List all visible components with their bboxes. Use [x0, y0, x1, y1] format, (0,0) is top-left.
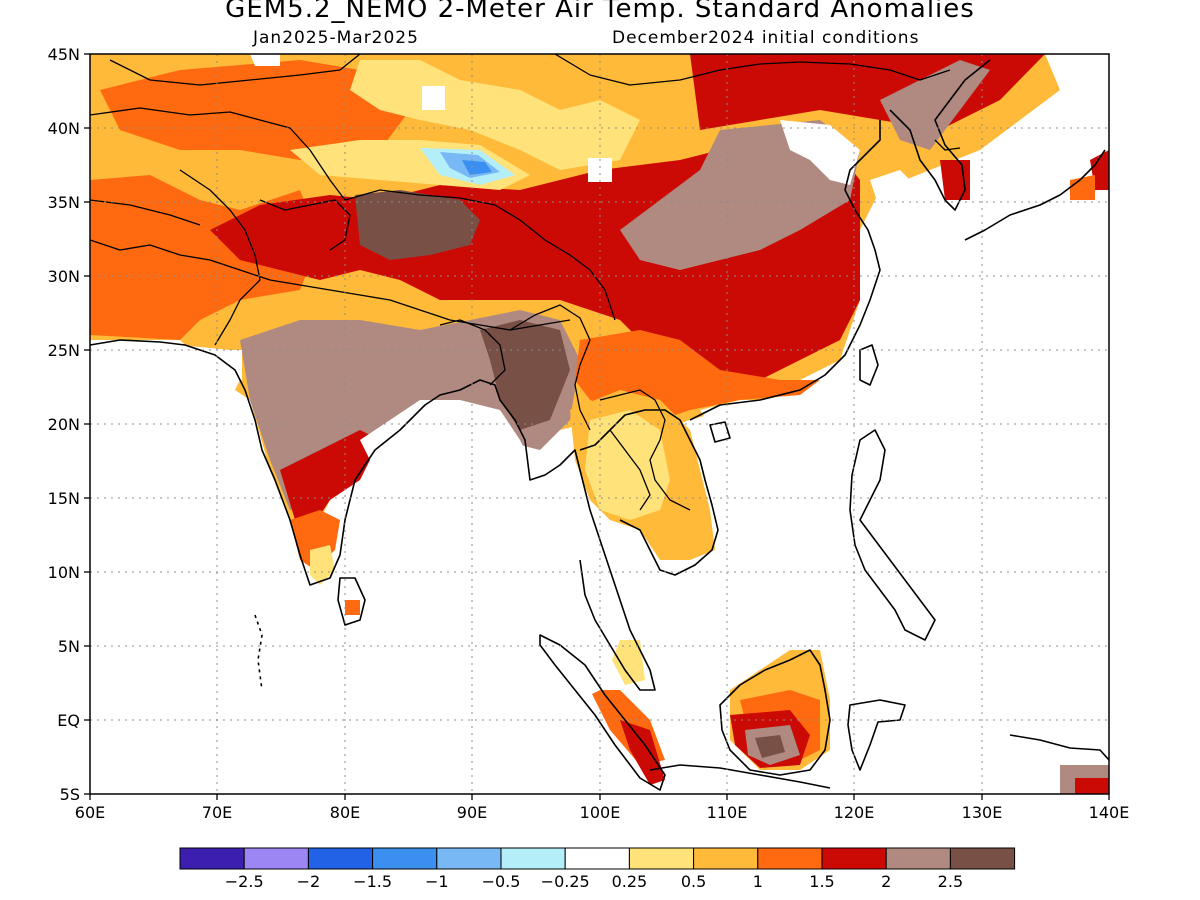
legend-label: −2	[297, 872, 321, 891]
lon-label: 140E	[1089, 803, 1130, 822]
coastline-china	[689, 120, 881, 421]
graticule	[90, 54, 1109, 794]
lat-label: 30N	[48, 267, 80, 286]
lon-label: 90E	[457, 803, 487, 822]
anomaly-region-mid-blue-tarim	[462, 160, 492, 175]
legend-label: 2.5	[938, 872, 963, 891]
lat-label: 5S	[60, 785, 80, 804]
lat-label: 15N	[48, 489, 80, 508]
legend-label: −0.5	[482, 872, 521, 891]
coastline-korea	[889, 59, 991, 211]
coastline-hainan	[709, 421, 731, 443]
legend-swatch	[372, 847, 438, 870]
legend-swatches	[179, 847, 1016, 870]
legend-swatch	[885, 847, 951, 870]
anomaly-region-red-india	[280, 430, 380, 530]
lat-label: 5N	[58, 637, 80, 656]
map-plot-area	[90, 54, 1109, 794]
anomaly-region-red-srilanka	[345, 600, 360, 615]
coastline-taiwan	[859, 344, 879, 386]
coastline-layer	[90, 59, 1109, 791]
legend-swatch	[436, 847, 502, 870]
anomaly-region-yellow-malaysia	[610, 640, 645, 685]
legend-swatch	[564, 847, 630, 870]
coastline-indochina	[579, 409, 719, 576]
lat-label: 45N	[48, 45, 80, 64]
color-legend: −2.5 −2 −1.5 −1 −0.5 −0.25 0.25 0.5 1 1.5 2 2.5	[179, 847, 1016, 891]
anomaly-field-layer	[90, 54, 1109, 794]
legend-label: −2.5	[225, 872, 264, 891]
legend-swatch	[693, 847, 759, 870]
legend-label: 0.25	[612, 872, 648, 891]
coastline-japan	[964, 149, 1106, 241]
legend-swatch	[307, 847, 374, 870]
anomaly-region-orange-north	[100, 60, 410, 160]
legend-label: 1.5	[809, 872, 834, 891]
legend-swatch	[628, 847, 695, 870]
coastline-sulawesi	[847, 699, 906, 771]
valid-period-label: Jan2025-Mar2025	[253, 28, 419, 48]
lon-label: 60E	[75, 803, 105, 822]
legend-labels: −2.5 −2 −1.5 −1 −0.5 −0.25 0.25 0.5 1 1.5 2 2.5	[225, 872, 963, 891]
coastline-philippines	[849, 429, 936, 641]
anomaly-region-tan-china	[620, 120, 860, 270]
anomaly-region-brown-borneo	[755, 735, 785, 758]
lat-label: 25N	[48, 341, 80, 360]
legend-label: −0.25	[541, 872, 590, 891]
legend-label: 2	[881, 872, 891, 891]
lat-label: 35N	[48, 193, 80, 212]
legend-swatch	[179, 847, 245, 870]
legend-swatch	[949, 847, 1016, 870]
anomaly-region-orange-honshu	[1070, 175, 1095, 200]
lat-label: 10N	[48, 563, 80, 582]
legend-swatch	[821, 847, 887, 870]
axis-ticks	[84, 53, 1110, 800]
country-border-layer	[90, 54, 961, 511]
lat-label: 20N	[48, 415, 80, 434]
latitude-labels: 45N 40N 35N 30N 25N 20N 15N 10N 5N EQ 5S	[48, 45, 80, 804]
legend-swatch	[500, 847, 566, 870]
legend-swatch	[757, 847, 823, 870]
lon-label: 130E	[962, 803, 1003, 822]
lat-label: 40N	[48, 119, 80, 138]
anomaly-region-red-japan	[940, 160, 970, 200]
coastline-java	[649, 764, 831, 789]
initial-conditions-label: December2024 initial conditions	[612, 28, 920, 48]
legend-label: −1	[425, 872, 449, 891]
coastline-newguinea	[1009, 734, 1109, 761]
legend-swatch	[243, 847, 309, 870]
lon-label: 100E	[580, 803, 621, 822]
coastline-srilanka	[337, 577, 366, 626]
legend-label: −1.5	[353, 872, 392, 891]
anomaly-region-brown-plateau	[355, 190, 480, 260]
lon-label: 110E	[707, 803, 748, 822]
coastline-borneo	[719, 649, 831, 776]
anomaly-region-yellow-south-india	[310, 545, 335, 585]
lon-label: 120E	[834, 803, 875, 822]
coastline-sumatra	[539, 634, 666, 791]
lon-label: 70E	[202, 803, 232, 822]
anomaly-region-red-newguinea	[1075, 778, 1109, 794]
legend-label: 0.5	[681, 872, 706, 891]
lat-label: EQ	[57, 711, 80, 730]
longitude-labels: 60E 70E 80E 90E 100E 110E 120E 130E 140E	[75, 803, 1130, 822]
coastline-arabia-iran	[90, 339, 656, 691]
legend-label: 1	[753, 872, 763, 891]
map-title: GEM5.2_NEMO 2-Meter Air Temp. Standard A…	[225, 0, 975, 24]
lon-label: 80E	[330, 803, 360, 822]
